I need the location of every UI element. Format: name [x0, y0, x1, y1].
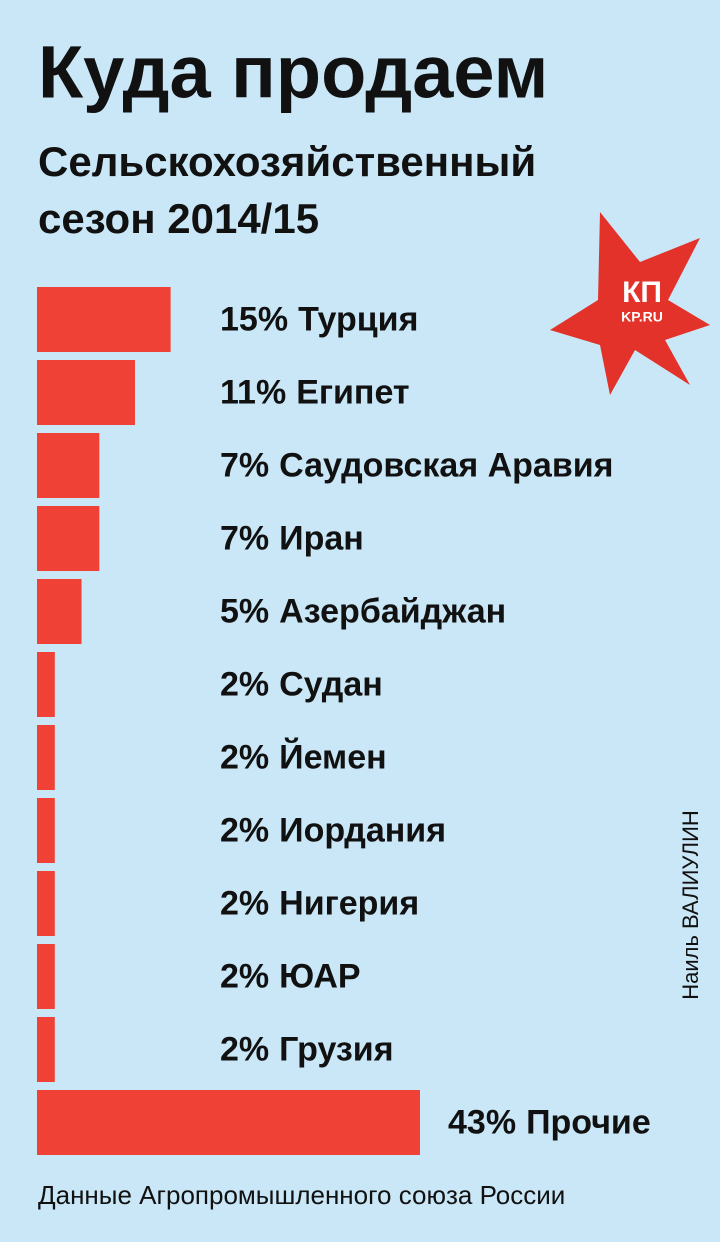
- value-label: 2%: [220, 665, 269, 703]
- category-label: Прочие: [526, 1103, 651, 1141]
- category-label: Египет: [296, 373, 409, 411]
- category-label: Йемен: [279, 737, 387, 776]
- value-label: 11%: [220, 373, 286, 411]
- logo-site: KP.RU: [621, 309, 663, 325]
- source: Данные Агропромышленного союза России: [38, 1180, 565, 1210]
- bar-label: 43% Прочие: [448, 1103, 651, 1141]
- category-label: ЮАР: [279, 957, 360, 995]
- bar-label: 2% ЮАР: [220, 957, 361, 995]
- bar: [37, 433, 100, 498]
- bar-label: 2% Судан: [220, 665, 383, 703]
- value-label: 5%: [220, 592, 269, 630]
- bar-label: 11% Египет: [220, 373, 410, 411]
- bar-label: 7% Саудовская Аравия: [220, 446, 613, 484]
- bar-label: 2% Иордания: [220, 811, 446, 849]
- bar: [37, 652, 55, 717]
- value-label: 2%: [220, 738, 269, 776]
- logo-star: [550, 212, 710, 395]
- category-label: Судан: [279, 665, 383, 703]
- category-label: Нигерия: [279, 884, 419, 922]
- chart-title: Куда продаем: [38, 31, 548, 114]
- category-label: Азербайджан: [279, 592, 506, 630]
- bar: [37, 287, 171, 352]
- bar-label: 5% Азербайджан: [220, 592, 506, 630]
- logo: КП KP.RU: [550, 212, 710, 395]
- bar: [37, 1090, 420, 1155]
- value-label: 43%: [448, 1103, 516, 1141]
- category-label: Иран: [279, 519, 364, 557]
- bar-label: 2% Йемен: [220, 737, 387, 776]
- value-label: 7%: [220, 446, 269, 484]
- subtitle: Сельскохозяйственный: [38, 138, 536, 185]
- bar-label: 2% Грузия: [220, 1030, 394, 1068]
- value-label: 7%: [220, 519, 269, 557]
- category-label: Саудовская Аравия: [279, 446, 613, 484]
- bar: [37, 360, 135, 425]
- subtitle: сезон 2014/15: [38, 195, 319, 242]
- value-label: 2%: [220, 884, 269, 922]
- value-label: 2%: [220, 957, 269, 995]
- value-label: 2%: [220, 811, 269, 849]
- author: Наиль ВАЛИУЛИН: [678, 810, 703, 1000]
- category-label: Иордания: [279, 811, 446, 849]
- bar: [37, 506, 100, 571]
- category-label: Грузия: [279, 1030, 393, 1068]
- value-label: 2%: [220, 1030, 269, 1068]
- bar: [37, 944, 55, 1009]
- bar: [37, 1017, 55, 1082]
- bar: [37, 798, 55, 863]
- bar: [37, 725, 55, 790]
- bar-label: 7% Иран: [220, 519, 364, 557]
- bar-label: 2% Нигерия: [220, 884, 419, 922]
- bar: [37, 579, 82, 644]
- category-label: Турция: [298, 300, 418, 338]
- logo-text: КП: [622, 276, 662, 309]
- bar: [37, 871, 55, 936]
- bar-label: 15% Турция: [220, 300, 418, 338]
- value-label: 15%: [220, 300, 288, 338]
